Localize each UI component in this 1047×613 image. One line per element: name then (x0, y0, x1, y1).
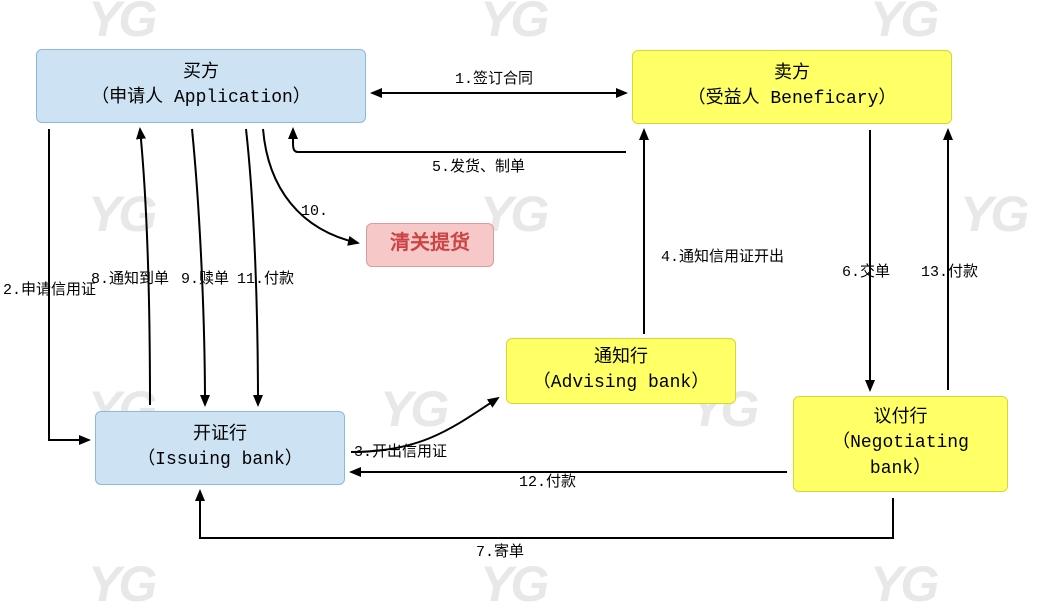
watermark: YG (88, 185, 154, 243)
node-advising-line1: 通知行 (594, 346, 648, 371)
edge-label-10: 10. (301, 203, 328, 220)
edge-label-13: 13.付款 (921, 260, 978, 281)
watermark: YG (88, 0, 154, 48)
node-advising: 通知行 （Advising bank） (506, 338, 736, 404)
edge-label-1: 1.签订合同 (455, 67, 533, 88)
edge-label-7: 7.寄单 (476, 540, 524, 561)
node-issuing-line2: （Issuing bank） (137, 448, 303, 473)
node-negotiating-line2: （Negotiating (832, 431, 969, 456)
node-seller-line2: （受益人 Beneficary） (688, 87, 897, 112)
node-customs: 清关提货 (366, 223, 494, 267)
edge-label-8: 8.通知到单 (91, 267, 169, 288)
watermark: YG (870, 555, 936, 613)
node-issuing: 开证行 （Issuing bank） (95, 411, 345, 485)
node-buyer-line2: （申请人 Application） (91, 86, 311, 111)
edge-label-12: 12.付款 (519, 470, 576, 491)
node-buyer-line1: 买方 (183, 61, 219, 86)
watermark: YG (480, 0, 546, 48)
edge-label-4: 4.通知信用证开出 (661, 245, 784, 266)
node-negotiating-line3: bank） (870, 457, 931, 482)
node-advising-line2: （Advising bank） (533, 371, 709, 396)
edge-label-2: 2.申请信用证 (3, 278, 96, 299)
node-issuing-line1: 开证行 (193, 423, 247, 448)
edge-label-6: 6.交单 (842, 260, 890, 281)
edge-label-3: 3.开出信用证 (354, 440, 447, 461)
node-seller-line1: 卖方 (774, 62, 810, 87)
edge-label-9: 9.赎单 (181, 267, 229, 288)
watermark: YG (380, 380, 446, 438)
node-buyer: 买方 （申请人 Application） (36, 49, 366, 123)
node-customs-line1: 清关提货 (390, 231, 470, 259)
watermark: YG (960, 185, 1026, 243)
watermark: YG (480, 555, 546, 613)
watermark: YG (88, 555, 154, 613)
watermark: YG (870, 0, 936, 48)
node-negotiating-line1: 议付行 (874, 406, 928, 431)
node-negotiating: 议付行 （Negotiating bank） (793, 396, 1008, 492)
edge-label-11: 11.付款 (237, 267, 294, 288)
edge-label-5: 5.发货、制单 (432, 155, 525, 176)
node-seller: 卖方 （受益人 Beneficary） (632, 50, 952, 124)
